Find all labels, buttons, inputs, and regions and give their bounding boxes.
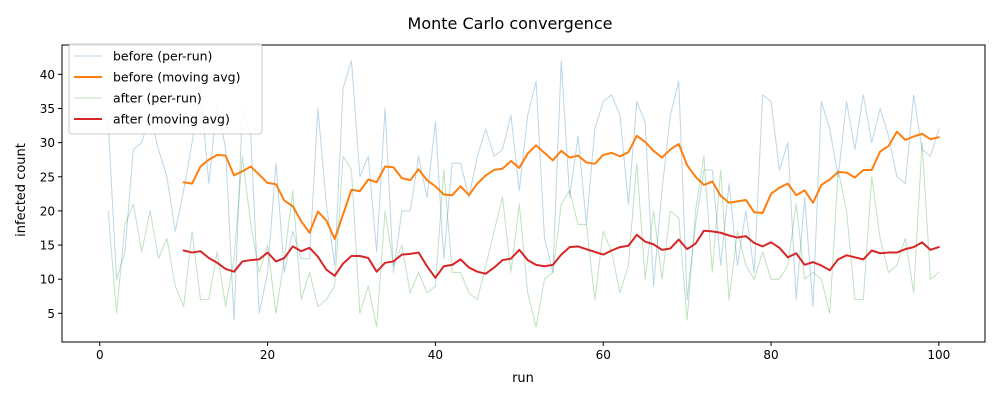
y-tick-label: 35 xyxy=(40,102,55,116)
x-tick-label: 60 xyxy=(596,348,611,362)
y-tick-label: 25 xyxy=(40,170,55,184)
x-tick-label: 100 xyxy=(927,348,950,362)
x-tick-label: 80 xyxy=(763,348,778,362)
x-axis-label: run xyxy=(512,371,534,386)
chart-title: Monte Carlo convergence xyxy=(408,14,613,33)
y-axis-label: infected count xyxy=(14,143,29,237)
y-tick-label: 30 xyxy=(40,136,55,150)
x-tick-label: 0 xyxy=(96,348,104,362)
y-tick-label: 40 xyxy=(40,68,55,82)
axes: 0 20 40 60 80 100 5 10 15 20 25 30 35 40 xyxy=(40,44,986,362)
series-line-after-per-run xyxy=(107,142,940,328)
series-line-before-moving-avg xyxy=(182,130,940,240)
series-line-after-moving-avg xyxy=(182,229,940,279)
axes-frame xyxy=(61,44,986,343)
legend-box xyxy=(68,43,263,135)
legend-label: after (moving avg) xyxy=(113,112,230,127)
legend-label: after (per-run) xyxy=(113,91,202,106)
legend-label: before (moving avg) xyxy=(113,70,240,85)
legend: before (per-run) before (moving avg) after… xyxy=(68,43,263,135)
y-tick-label: 15 xyxy=(40,239,55,253)
x-tick-label: 40 xyxy=(428,348,443,362)
legend-label: before (per-run) xyxy=(113,49,212,64)
y-tick-label: 20 xyxy=(40,204,55,218)
y-tick-label: 10 xyxy=(40,273,55,287)
x-tick-label: 20 xyxy=(260,348,275,362)
y-tick-label: 5 xyxy=(47,307,55,321)
